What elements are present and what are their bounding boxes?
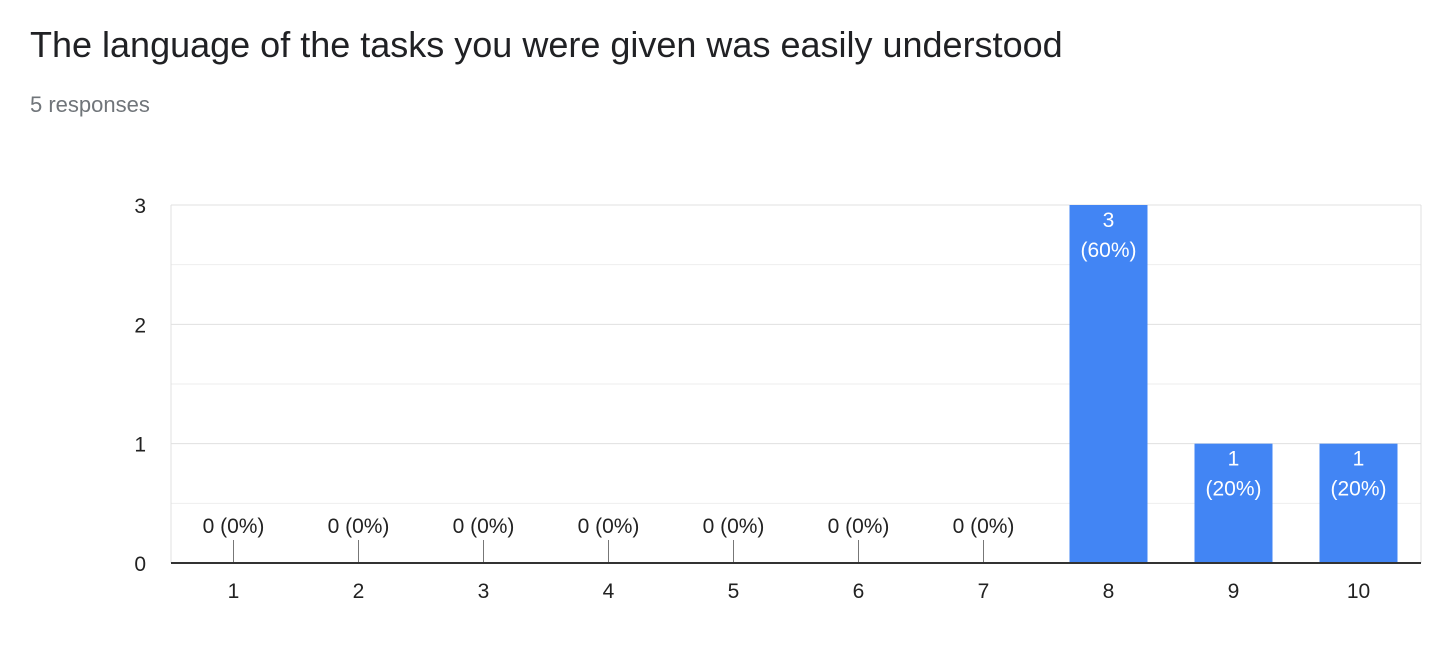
bar-data-label: 0 (0%) <box>328 515 390 538</box>
chart-title: The language of the tasks you were given… <box>30 24 1063 65</box>
bar-data-label: 0 (0%) <box>203 515 265 538</box>
bar <box>1069 205 1148 563</box>
bar-data-label: 1 <box>1228 448 1240 471</box>
x-tick-label: 1 <box>228 580 240 603</box>
x-tick-label: 10 <box>1347 580 1370 603</box>
x-tick-label: 5 <box>728 580 740 603</box>
y-tick-label: 1 <box>134 434 146 457</box>
x-tick-label: 2 <box>353 580 365 603</box>
bar-data-label: (20%) <box>1330 478 1386 501</box>
response-count: 5 responses <box>30 92 150 117</box>
y-tick-label: 3 <box>134 195 146 218</box>
x-tick-label: 7 <box>978 580 990 603</box>
x-tick-label: 3 <box>478 580 490 603</box>
bar-data-label: 0 (0%) <box>953 515 1015 538</box>
x-tick-label: 4 <box>603 580 615 603</box>
bar-data-label: (60%) <box>1080 239 1136 262</box>
bar-data-label: 0 (0%) <box>453 515 515 538</box>
bar-data-label: 1 <box>1353 448 1365 471</box>
bar <box>1319 443 1398 563</box>
bar-data-label: (20%) <box>1205 478 1261 501</box>
bar-data-label: 0 (0%) <box>828 515 890 538</box>
x-tick-label: 9 <box>1228 580 1240 603</box>
bar-data-label: 0 (0%) <box>578 515 640 538</box>
y-tick-label: 0 <box>134 553 146 576</box>
bar-data-label: 3 <box>1103 209 1115 232</box>
x-tick-label: 8 <box>1103 580 1115 603</box>
y-tick-label: 2 <box>134 314 146 337</box>
x-tick-label: 6 <box>853 580 865 603</box>
bar-data-label: 0 (0%) <box>703 515 765 538</box>
bar <box>1194 443 1273 563</box>
